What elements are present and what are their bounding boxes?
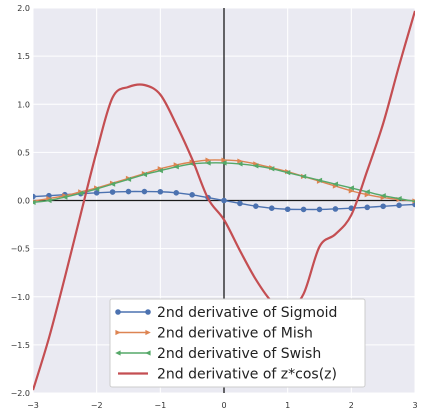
y-tick-label: 0.5	[17, 148, 30, 157]
data-point	[316, 177, 323, 183]
legend-marker	[145, 350, 151, 356]
y-tick-label: −2.0	[11, 389, 30, 398]
data-point	[300, 173, 307, 180]
data-point	[173, 164, 179, 170]
data-point	[221, 197, 227, 204]
legend-marker	[115, 309, 121, 315]
data-point	[77, 190, 84, 196]
data-point	[173, 190, 180, 196]
data-point	[237, 158, 243, 164]
data-point	[412, 200, 415, 203]
data-point	[221, 157, 227, 163]
data-point	[268, 166, 275, 172]
data-point	[364, 192, 371, 198]
x-tick-label: 2	[349, 401, 354, 410]
series-3	[33, 10, 415, 391]
data-point	[316, 206, 323, 213]
x-tick-label: 3	[412, 401, 417, 410]
data-point	[93, 190, 100, 196]
legend-label: 2nd derivative of Swish	[157, 346, 321, 362]
data-point	[268, 205, 275, 211]
data-point	[221, 160, 227, 166]
legend-marker	[115, 329, 121, 336]
legend-marker	[115, 350, 121, 356]
data-point	[93, 186, 100, 192]
data-point	[412, 201, 415, 208]
data-point	[332, 206, 339, 212]
data-point	[109, 189, 116, 195]
data-point	[205, 157, 211, 163]
data-point	[62, 194, 68, 200]
legend-item: 2nd derivative of Sigmoid	[115, 305, 337, 321]
data-point	[284, 169, 291, 176]
data-point	[396, 195, 402, 202]
data-point	[237, 200, 243, 207]
data-point	[253, 163, 259, 169]
y-tick-label: −1.5	[11, 341, 30, 350]
y-tick-label: 0.0	[17, 197, 30, 206]
data-point	[364, 204, 371, 211]
data-point	[300, 206, 307, 213]
x-tick-labels: −3 −2 −1 0 1 2 3	[27, 401, 417, 410]
data-point	[125, 188, 132, 195]
series-2	[33, 160, 415, 206]
data-point	[396, 202, 402, 209]
data-point	[253, 203, 259, 209]
data-point	[348, 185, 354, 191]
y-tick-label: 1.5	[17, 52, 30, 61]
y-tick-labels: −2.0 −1.5 −1.0 −0.5 0.0 0.5 1.0 1.5 2.0	[11, 4, 30, 398]
data-point	[348, 188, 355, 194]
data-point	[237, 161, 243, 167]
data-point	[141, 188, 148, 195]
legend-label: 2nd derivative of z*cos(z)	[157, 367, 337, 383]
y-tick-label: −1.0	[11, 293, 30, 302]
data-point	[284, 206, 291, 213]
data-point	[189, 192, 195, 198]
data-point	[141, 171, 148, 178]
data-point	[380, 203, 386, 210]
legend-marker	[145, 329, 151, 336]
data-point	[33, 199, 36, 206]
x-tick-label: −3	[27, 401, 39, 410]
plot-series	[33, 10, 415, 391]
data-point	[205, 160, 211, 166]
y-tick-label: −0.5	[11, 245, 30, 254]
x-tick-label: −1	[154, 401, 166, 410]
data-point	[46, 197, 52, 204]
series-0	[33, 188, 415, 213]
data-point	[125, 176, 132, 182]
legend-marker	[145, 309, 151, 315]
data-point	[33, 193, 36, 200]
y-tick-label: 1.0	[17, 100, 30, 109]
x-tick-label: 0	[221, 401, 226, 410]
legend-item: 2nd derivative of z*cos(z)	[118, 367, 337, 383]
legend-item: 2nd derivative of Swish	[115, 346, 321, 362]
legend-box	[109, 298, 366, 388]
legend-item: 2nd derivative of Mish	[115, 326, 313, 342]
y-tick-label: 2.0	[17, 4, 30, 13]
legend: 2nd derivative of Sigmoid 2nd derivative …	[109, 298, 366, 388]
data-point	[109, 181, 116, 187]
data-point	[364, 189, 370, 195]
series-line	[33, 10, 415, 391]
legend-label: 2nd derivative of Sigmoid	[157, 305, 337, 321]
data-point	[157, 168, 163, 174]
data-point	[157, 188, 164, 195]
x-tick-label: 1	[285, 401, 290, 410]
legend-label: 2nd derivative of Mish	[157, 326, 313, 342]
x-tick-label: −2	[91, 401, 103, 410]
data-point	[332, 181, 339, 187]
data-point	[380, 193, 386, 199]
